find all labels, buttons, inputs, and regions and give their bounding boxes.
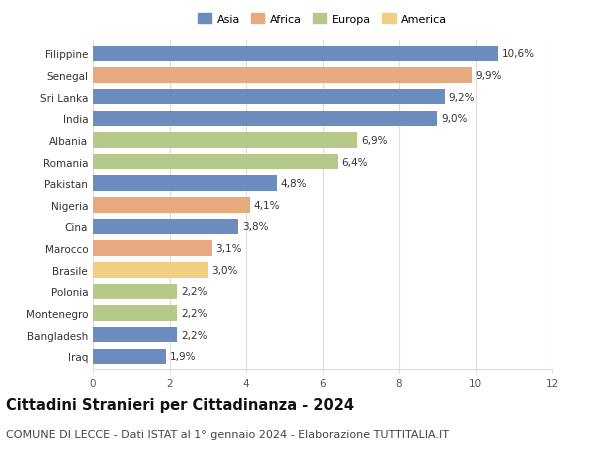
Text: 4,1%: 4,1% (254, 201, 280, 210)
Bar (93, 198, 250, 213)
Bar (93, 327, 177, 343)
Bar (93, 68, 472, 84)
Text: 6,4%: 6,4% (341, 157, 368, 167)
Text: 2,2%: 2,2% (181, 308, 208, 319)
Text: 9,2%: 9,2% (449, 92, 475, 102)
Text: 3,1%: 3,1% (215, 244, 242, 253)
Bar (93, 284, 177, 300)
Text: COMUNE DI LECCE - Dati ISTAT al 1° gennaio 2024 - Elaborazione TUTTITALIA.IT: COMUNE DI LECCE - Dati ISTAT al 1° genna… (6, 429, 449, 439)
Text: 6,9%: 6,9% (361, 136, 387, 146)
Text: 10,6%: 10,6% (502, 49, 535, 59)
Bar (93, 306, 177, 321)
Bar (93, 219, 238, 235)
Text: Cittadini Stranieri per Cittadinanza - 2024: Cittadini Stranieri per Cittadinanza - 2… (6, 397, 354, 412)
Bar (93, 90, 445, 105)
Bar (93, 46, 499, 62)
Bar (93, 133, 357, 148)
Text: 2,2%: 2,2% (181, 287, 208, 297)
Text: 9,9%: 9,9% (476, 71, 502, 81)
Bar (93, 154, 338, 170)
Bar (93, 349, 166, 364)
Legend: Asia, Africa, Europa, America: Asia, Africa, Europa, America (198, 14, 447, 25)
Text: 4,8%: 4,8% (280, 179, 307, 189)
Text: 3,8%: 3,8% (242, 222, 269, 232)
Bar (93, 263, 208, 278)
Text: 9,0%: 9,0% (441, 114, 467, 124)
Bar (93, 111, 437, 127)
Text: 3,0%: 3,0% (212, 265, 238, 275)
Bar (93, 241, 212, 257)
Bar (93, 176, 277, 191)
Text: 2,2%: 2,2% (181, 330, 208, 340)
Text: 1,9%: 1,9% (170, 352, 196, 362)
